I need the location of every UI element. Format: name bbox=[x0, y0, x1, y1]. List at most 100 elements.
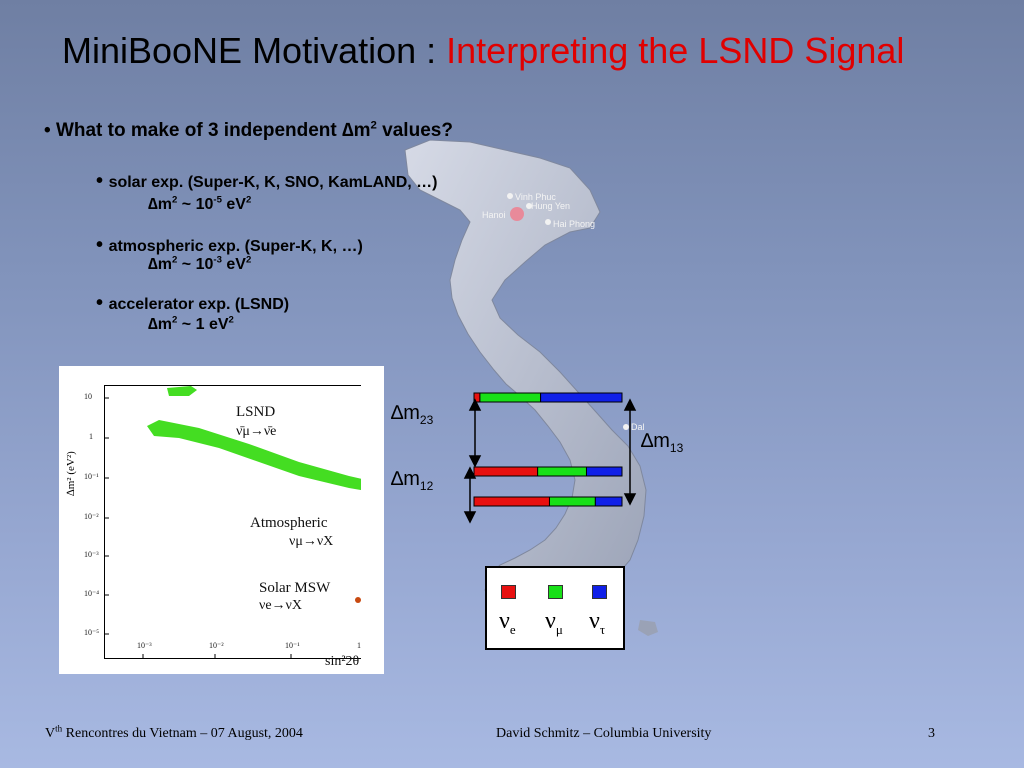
accelerator-item: • accelerator exp. (LSND) bbox=[96, 292, 289, 315]
dm23-arrow-head-top bbox=[468, 398, 482, 411]
plot-x-axis-label: sin²2θ bbox=[325, 654, 360, 669]
x-tick: 10⁻² bbox=[209, 641, 224, 650]
dm12-arrow-head-bottom bbox=[463, 511, 477, 524]
dm13-label: ∆m13 bbox=[641, 430, 683, 455]
y-tick: 10⁻⁵ bbox=[84, 628, 100, 637]
oscillation-plot: ∆m² (eV²) 10 1 10⁻¹ 10⁻² 10⁻³ 10⁻⁴ 10⁻⁵ … bbox=[59, 366, 384, 674]
mass-bar-2-e bbox=[473, 466, 539, 477]
dm13-main: ∆m bbox=[641, 430, 670, 452]
plot-regions bbox=[104, 366, 384, 674]
map-label-dalat: Dal bbox=[631, 422, 645, 432]
formula-unit: eV bbox=[221, 196, 246, 213]
legend-nu-e: νe bbox=[499, 608, 516, 638]
bullet-dot: • bbox=[96, 234, 109, 256]
dm13-sub: 13 bbox=[669, 441, 684, 455]
formula-mid: ~ 1 eV bbox=[177, 316, 229, 333]
y-tick: 1 bbox=[89, 432, 93, 441]
y-tick: 10 bbox=[84, 392, 92, 401]
dm12-sub: 12 bbox=[419, 479, 434, 493]
atmospheric-item: • atmospheric exp. (Super-K, K, …) bbox=[96, 234, 363, 257]
footer-author: David Schmitz – Columbia University bbox=[496, 726, 712, 741]
legend-nu-tau: ντ bbox=[589, 608, 605, 638]
page-number: 3 bbox=[928, 726, 935, 741]
formula-sup: 2 bbox=[172, 194, 178, 206]
dm12-label: ∆m12 bbox=[391, 468, 433, 493]
legend-swatch-mu bbox=[548, 585, 563, 599]
formula-exp: -5 bbox=[213, 194, 222, 206]
dm23-main: ∆m bbox=[391, 402, 420, 424]
formula-sup: 2 bbox=[172, 254, 178, 266]
dalat-marker bbox=[623, 424, 629, 430]
plot-right-crop bbox=[361, 366, 384, 674]
atmospheric-channel: νμ→νX bbox=[289, 534, 334, 549]
lsnd-region bbox=[147, 420, 384, 494]
slide-title: MiniBooNE Motivation : Interpreting the … bbox=[62, 30, 904, 72]
vinh-phuc-marker bbox=[507, 193, 513, 199]
title-main: MiniBooNE Motivation : bbox=[62, 30, 447, 71]
legend-swatch-e bbox=[501, 585, 516, 599]
title-highlight: Interpreting the LSND Signal bbox=[446, 30, 905, 71]
solar-label: solar exp. (Super-K, K, SNO, KamLAND, …) bbox=[108, 174, 438, 191]
island-shape bbox=[638, 620, 658, 636]
dm23-arrow-head-bottom bbox=[468, 455, 482, 468]
footer-v: V bbox=[45, 726, 56, 741]
y-tick: 10⁻³ bbox=[84, 550, 99, 559]
flavor-mu: μ bbox=[555, 621, 563, 637]
dm12-arrow-head-top bbox=[463, 466, 477, 479]
map-label-vinh-phuc: Vinh Phuc bbox=[515, 192, 556, 202]
map-label-hai-phong: Hai Phong bbox=[553, 219, 595, 229]
accelerator-label: accelerator exp. (LSND) bbox=[108, 296, 290, 313]
lsnd-region-upper bbox=[167, 386, 197, 396]
nu-symbol: ν bbox=[545, 608, 556, 634]
hai-phong-marker bbox=[545, 219, 551, 225]
main-question: • What to make of 3 independent ∆m2 valu… bbox=[44, 120, 453, 142]
hung-yen-marker bbox=[526, 203, 532, 209]
solar-channel: νe→νX bbox=[259, 598, 302, 613]
dm12-main: ∆m bbox=[391, 468, 420, 490]
mass-bar-2-mu bbox=[537, 466, 587, 477]
legend-nu-mu: νμ bbox=[545, 608, 563, 638]
hanoi-marker bbox=[510, 207, 524, 221]
formula-unit: eV bbox=[221, 256, 246, 273]
bullet-dot: • bbox=[44, 120, 56, 141]
atmospheric-label: Atmospheric bbox=[250, 515, 328, 531]
plot-frame bbox=[104, 385, 384, 659]
formula-unit-sup: 2 bbox=[245, 254, 252, 266]
dm13-arrow-head-bottom bbox=[623, 493, 637, 506]
solar-region bbox=[355, 597, 361, 603]
atmospheric-formula: ∆m2 ~ 10-3 eV2 bbox=[148, 254, 252, 274]
footer-conference: Vth Rencontres du Vietnam – 07 August, 2… bbox=[45, 723, 303, 742]
atmospheric-label: atmospheric exp. (Super-K, K, …) bbox=[108, 238, 363, 255]
question-prefix: What to make of 3 independent bbox=[55, 120, 343, 141]
map-label-hung-yen: Hung Yen bbox=[531, 201, 570, 211]
dm23-sub: 23 bbox=[419, 413, 434, 427]
formula-exp: -3 bbox=[213, 254, 222, 266]
mass-bar-3-tau bbox=[594, 496, 623, 507]
formula-unit-sup: 2 bbox=[245, 194, 252, 206]
nu-symbol: ν bbox=[589, 608, 600, 634]
formula-mid: ~ 10 bbox=[177, 256, 214, 273]
formula-exp: 2 bbox=[228, 314, 234, 326]
bullet-dot: • bbox=[96, 292, 109, 314]
formula-mid: ~ 10 bbox=[177, 196, 214, 213]
legend-swatch-tau bbox=[592, 585, 607, 599]
x-tick: 10⁻³ bbox=[137, 641, 152, 650]
solar-item: • solar exp. (Super-K, K, SNO, KamLAND, … bbox=[96, 170, 438, 193]
y-tick: 10⁻⁴ bbox=[84, 589, 100, 598]
solar-label: Solar MSW bbox=[259, 580, 331, 596]
mass-bar-2-tau bbox=[585, 466, 623, 477]
lsnd-channel: ν̄μ→ν̄e bbox=[236, 424, 277, 439]
footer-sup: th bbox=[55, 723, 63, 734]
formula-dm: ∆m bbox=[148, 256, 173, 273]
formula-dm: ∆m bbox=[148, 196, 173, 213]
mass-bar-3-mu bbox=[548, 496, 596, 507]
accelerator-formula: ∆m2 ~ 1 eV2 bbox=[148, 314, 234, 334]
solar-formula: ∆m2 ~ 10-5 eV2 bbox=[148, 194, 252, 214]
map-label-hanoi: Hanoi bbox=[482, 210, 506, 220]
y-tick: 10⁻¹ bbox=[84, 472, 99, 481]
question-dm: ∆m bbox=[342, 120, 371, 141]
formula-sup: 2 bbox=[172, 314, 178, 326]
formula-dm: ∆m bbox=[148, 316, 173, 333]
flavor-legend: νe νμ ντ bbox=[485, 566, 625, 650]
y-tick: 10⁻² bbox=[84, 512, 99, 521]
